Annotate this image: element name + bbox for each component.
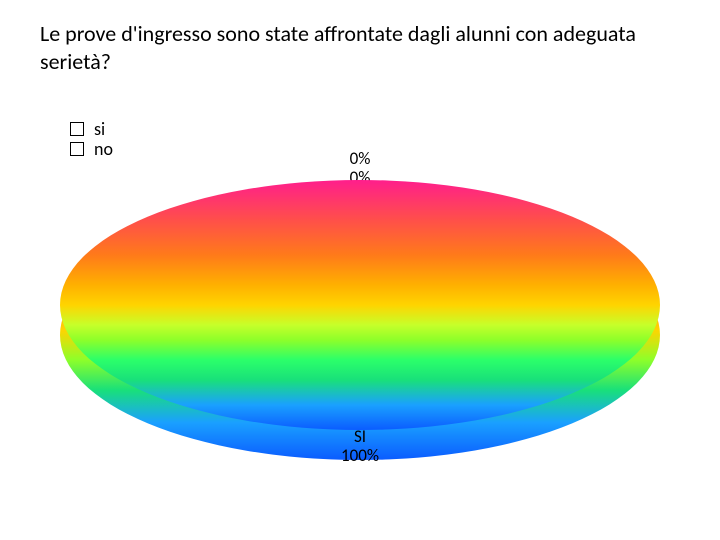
- slice-name: SI: [60, 428, 660, 447]
- legend-item-si: si: [70, 120, 113, 138]
- pie-chart: 0% 0% SI 100%: [60, 180, 660, 500]
- page-title: Le prove d'ingresso sono state affrontat…: [40, 20, 680, 75]
- checkbox-icon: [70, 122, 84, 136]
- slice-value: 100%: [60, 447, 660, 466]
- legend-label: si: [94, 120, 105, 138]
- si-slice-label: SI 100%: [60, 428, 660, 465]
- zero-percent-label-1: 0%: [60, 150, 660, 169]
- pie-top: [60, 180, 660, 430]
